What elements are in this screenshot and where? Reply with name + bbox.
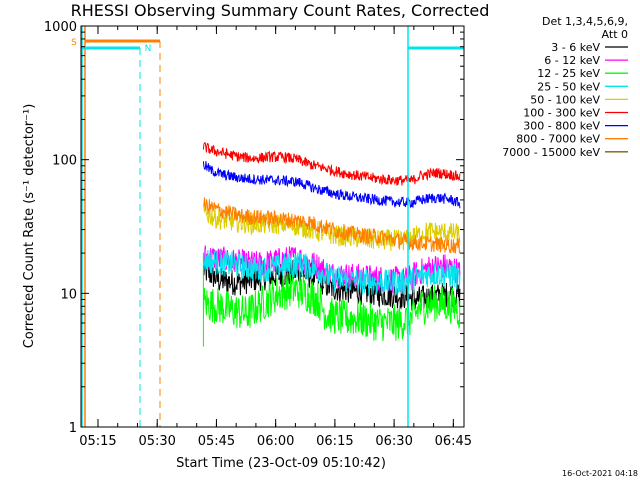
x-tick-label: 05:45	[198, 434, 235, 449]
series-trace	[202, 141, 461, 186]
s-marker-label: S	[71, 38, 77, 48]
plot-frame	[80, 25, 465, 428]
legend-entry: 25 - 50 keV	[537, 80, 600, 93]
legend-header: Det 1,3,4,5,6,9,	[542, 15, 628, 28]
plot-traces	[202, 141, 461, 347]
legend-entry: 50 - 100 keV	[530, 93, 600, 106]
legend-entry: 12 - 25 keV	[537, 67, 600, 80]
legend-entry: 300 - 800 keV	[523, 120, 600, 133]
series-trace	[202, 197, 461, 254]
legend-entry: 800 - 7000 keV	[516, 133, 600, 146]
y-axis-label: Corrected Count Rate (s⁻¹ detector⁻¹)	[22, 104, 37, 349]
legend-header: Att 0	[602, 28, 628, 41]
x-tick-label: 05:15	[79, 434, 116, 449]
attenuator-markers: SN	[71, 26, 465, 427]
n-marker-label: N	[145, 44, 152, 54]
series-trace	[202, 161, 461, 209]
series-trace	[202, 272, 461, 342]
legend-entry: 3 - 6 keV	[551, 41, 600, 54]
generation-timestamp: 16-Oct-2021 04:18	[562, 469, 638, 478]
series-trace	[202, 257, 461, 311]
y-tick-label: 100	[52, 154, 77, 169]
legend-entry: 6 - 12 keV	[544, 54, 600, 67]
y-tick-label: 1000	[44, 20, 77, 35]
x-axis-label: Start Time (23-Oct-09 05:10:42)	[176, 456, 386, 471]
x-tick-label: 06:00	[257, 434, 294, 449]
series-trace	[202, 249, 461, 296]
legend-entry: 100 - 300 keV	[523, 107, 600, 120]
x-tick-label: 06:15	[316, 434, 353, 449]
axis-ticks: 1 10 100 1000 05:15 05:30 05:45 06:00 06:15 06:30…	[44, 20, 472, 449]
y-tick-label: 1	[69, 421, 77, 436]
chart-title: RHESSI Observing Summary Count Rates, Co…	[71, 1, 490, 20]
x-tick-label: 06:45	[435, 434, 472, 449]
x-tick-label: 06:30	[375, 434, 412, 449]
y-tick-label: 10	[60, 287, 77, 302]
legend-entry: 7000 - 15000 keV	[502, 146, 600, 159]
x-tick-label: 05:30	[138, 434, 175, 449]
